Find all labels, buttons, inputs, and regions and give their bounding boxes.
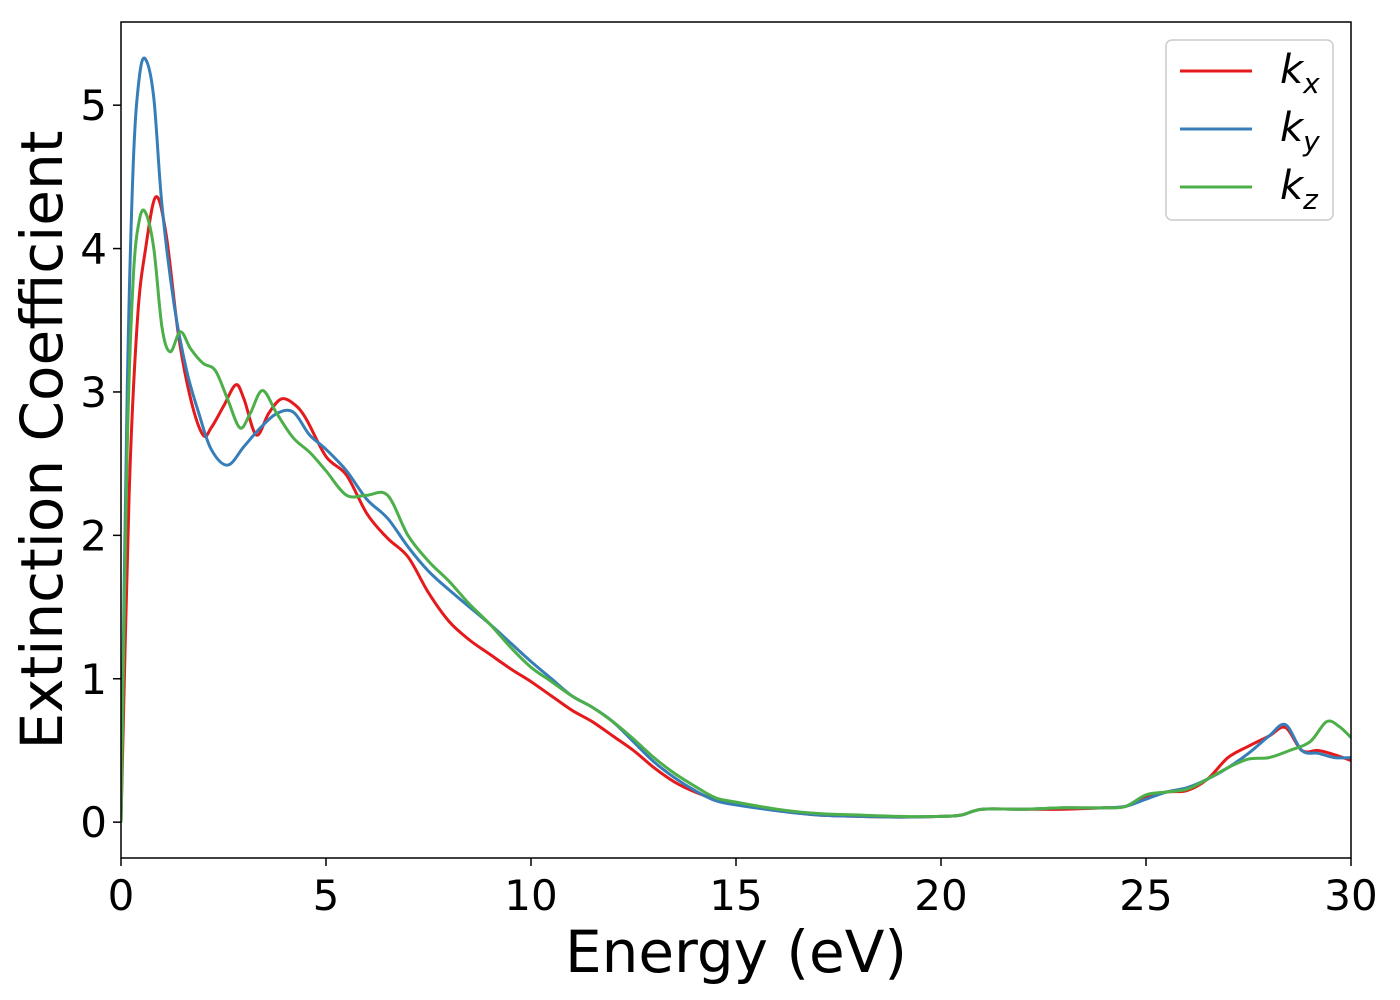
x-tick-label: 10 [504,871,557,920]
series-lines [121,56,1351,823]
y-tick-label: 0 [80,798,107,847]
y-tick-label: 2 [80,511,107,560]
y-tick-label: 3 [80,368,107,417]
y-tick-label: 5 [80,81,107,130]
x-tick-label: 20 [914,871,967,920]
x-axis-label: Energy (eV) [565,918,907,986]
x-tick-label: 5 [313,871,340,920]
series-line-kz [121,208,1351,823]
x-tick-label: 15 [709,871,762,920]
series-layer [121,56,1351,823]
x-tick-label: 0 [108,871,135,920]
ticks-layer: 0 5 10 15 20 25 30 0 1 2 3 4 5 [80,81,1377,920]
y-tick-label: 4 [80,225,107,274]
y-tick-label: 1 [80,655,107,704]
y-axis-label: Extinction Coefficient [8,131,76,750]
x-tick-label: 30 [1324,871,1377,920]
x-tick-label: 25 [1119,871,1172,920]
